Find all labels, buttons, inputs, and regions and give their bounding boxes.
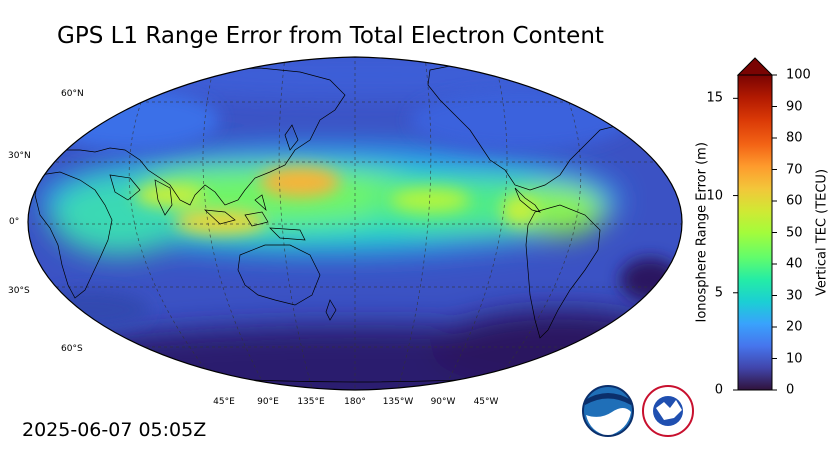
tec-tick-label: 10	[786, 351, 803, 366]
tec-tick-label: 20	[786, 319, 803, 335]
noaa-logo	[582, 385, 634, 437]
lon-label-135w: 135°W	[382, 397, 414, 407]
nws-logo	[642, 385, 694, 437]
lat-label-30s: 30°S	[8, 286, 30, 296]
lon-label-90e: 90°E	[257, 397, 279, 407]
tec-tick-label: 70	[786, 162, 803, 177]
lat-label-0: 0°	[9, 217, 20, 227]
lat-label-60s: 60°S	[61, 344, 83, 354]
tec-tick-label: 30	[786, 288, 803, 303]
colorbar	[733, 57, 777, 391]
range-error-tick-label: 10	[706, 188, 723, 204]
range-error-tick-label: 15	[706, 90, 723, 106]
range-error-tick-label: 5	[714, 285, 723, 301]
tec-tick-label: 0	[786, 382, 795, 398]
figure-title: GPS L1 Range Error from Total Electron C…	[57, 23, 604, 49]
tec-tick-label: 80	[786, 130, 803, 146]
tec-tick-label: 90	[786, 99, 803, 114]
colorbar-right-ticks: 0 10 20 30 40 50 60 70 80 90 100	[786, 0, 816, 468]
tec-tick-label: 60	[786, 193, 803, 209]
lon-label-90w: 90°W	[430, 397, 456, 407]
lat-label-30n: 30°N	[8, 151, 31, 161]
colorbar-left-ticks: 0 5 10 15	[690, 0, 723, 468]
timestamp: 2025-06-07 05:05Z	[22, 419, 207, 441]
colorbar-gradient	[737, 74, 773, 391]
tec-tick-label: 50	[786, 225, 803, 240]
lon-label-135e: 135°E	[297, 397, 325, 407]
colorbar-extend-arrow	[736, 57, 774, 76]
lon-label-45e: 45°E	[213, 397, 235, 407]
lat-label-60n: 60°N	[61, 89, 84, 99]
tec-tick-label: 100	[786, 67, 811, 83]
globe-outline	[27, 56, 683, 391]
lon-label-45w: 45°W	[473, 397, 499, 407]
tec-tick-label: 40	[786, 256, 803, 272]
tec-field	[28, 57, 682, 390]
lon-label-180: 180°	[344, 397, 366, 407]
tec-axis-label: Vertical TEC (TECU)	[814, 168, 830, 297]
range-error-tick-label: 0	[714, 382, 723, 398]
range-error-axis-label: Ionosphere Range Error (m)	[694, 142, 710, 323]
